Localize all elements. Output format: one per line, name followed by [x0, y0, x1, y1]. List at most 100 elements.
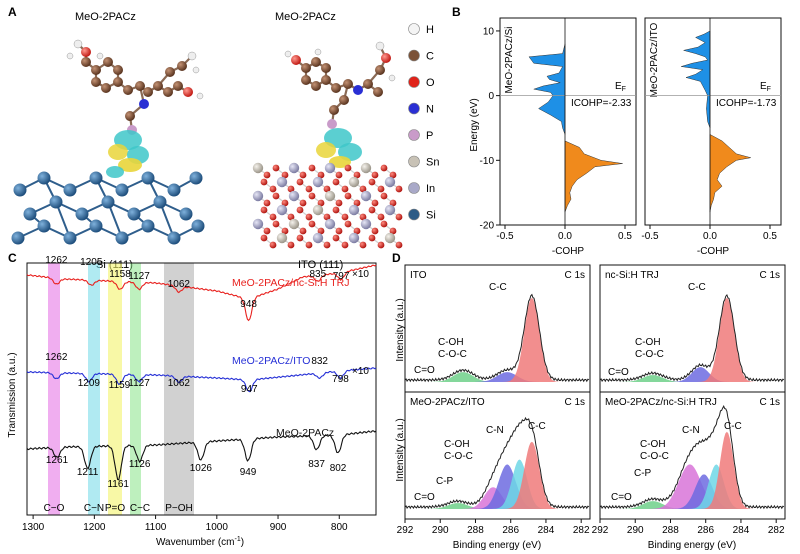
- legend-swatch: [408, 76, 420, 88]
- xps-component-label: C-C: [688, 282, 706, 293]
- xps-subplot-title: MeO-2PACz/ITO: [410, 397, 485, 408]
- xps-component-label: C-OH: [438, 337, 464, 348]
- ftir-series-name: MeO-2PACz: [276, 427, 334, 439]
- ftir-x-axis-label: Wavenumber (cm-1): [156, 536, 244, 548]
- panel-a: A MeO-2PACz MeO-2PACz: [8, 5, 439, 271]
- si-atom: [37, 219, 51, 233]
- si-atom: [23, 207, 37, 221]
- xps-component-label: C-O-C: [640, 451, 669, 462]
- ito-oxygen-atom: [323, 185, 331, 193]
- x-tick-label: 0.0: [558, 231, 572, 242]
- ito-metal-atom: [288, 218, 300, 230]
- si-atom: [63, 183, 77, 197]
- xps-core-level: C 1s: [759, 397, 780, 408]
- ftir-series-name: MeO-2PACz/nc-Si:H TRJ: [232, 277, 349, 289]
- ito-oxygen-atom: [395, 241, 403, 249]
- ftir-peak-label: 802: [330, 463, 347, 474]
- ito-oxygen-atom: [344, 220, 352, 228]
- ito-oxygen-atom: [305, 185, 313, 193]
- ito-oxygen-atom: [377, 241, 385, 249]
- ito-oxygen-atom: [332, 234, 340, 242]
- ftir-peak-label: 798: [332, 374, 349, 385]
- legend-label: Si: [426, 210, 436, 222]
- xps-component-label: C=O: [608, 367, 629, 378]
- xps-right-x-axis-label: Binding energy (eV): [648, 540, 736, 551]
- cohp-ito-label: MeO-2PACz/ITO: [649, 22, 660, 97]
- ito-metal-atom: [384, 204, 396, 216]
- ito-oxygen-atom: [323, 213, 331, 221]
- xps-component-peak: [475, 297, 589, 382]
- ftir-x-ticks: 1300 1200 1100 1000 900 800: [22, 515, 348, 533]
- ito-oxygen-atom: [296, 206, 304, 214]
- ftir-peak-label: 1158: [109, 269, 131, 280]
- cohp-ito-ef: EF: [760, 81, 771, 93]
- ito-oxygen-atom: [296, 178, 304, 186]
- xps-top-y-axis-label: Intensity (a.u.): [395, 298, 406, 361]
- band-label-c-o: C−O: [44, 503, 65, 514]
- si-atom: [63, 231, 77, 245]
- ito-oxygen-atom: [269, 213, 277, 221]
- xps-subplot: MeO-2PACz/ITO C 1s C-C C-N C-OHC-O-C C-PC=O: [401, 391, 591, 520]
- xps-component-peak: [644, 367, 757, 382]
- ito-oxygen-atom: [341, 241, 349, 249]
- ito-oxygen-atom: [287, 185, 295, 193]
- x-tick-label: 290: [432, 525, 449, 536]
- ito-oxygen-atom: [380, 220, 388, 228]
- x-tick-label: 0.5: [763, 231, 777, 242]
- legend-swatch: [408, 182, 420, 194]
- ito-metal-atom: [384, 232, 396, 244]
- ftir-peak-label: 1261: [46, 455, 69, 466]
- cohp-antibonding-region: [681, 30, 711, 129]
- ftir-scale-factor: ×10: [352, 366, 369, 377]
- si-atom: [127, 207, 141, 221]
- left-molecule-atoms: [66, 39, 204, 135]
- xps-component-label: C-OH: [635, 337, 661, 348]
- ito-oxygen-atom: [281, 199, 289, 207]
- y-tick-label: -10: [480, 156, 495, 167]
- si-atom: [101, 195, 115, 209]
- right-charge-density: [316, 128, 362, 168]
- ito-metal-atom: [312, 204, 324, 216]
- x-tick-label: 1000: [206, 522, 229, 533]
- ftir-peak-label: 1209: [78, 378, 101, 389]
- cohp-subplot-ito: MeO-2PACz/ITO ICOHP=-1.73 EF -0.5 0.0 0.5: [641, 17, 782, 242]
- xps-component-peak: [596, 501, 710, 509]
- x-tick-label: 290: [627, 525, 644, 536]
- xps-envelope: [599, 294, 785, 383]
- legend-label: N: [426, 104, 434, 116]
- xps-component-peak: [670, 431, 784, 509]
- ito-oxygen-atom: [395, 213, 403, 221]
- si-atom: [13, 183, 27, 197]
- ito-oxygen-atom: [299, 171, 307, 179]
- xps-envelope: [404, 416, 590, 510]
- xps-component-peak: [670, 297, 784, 382]
- xps-bottom-y-axis-label: Intensity (a.u.): [395, 418, 406, 481]
- ito-oxygen-atom: [389, 171, 397, 179]
- x-tick-label: 1200: [83, 522, 106, 533]
- x-tick-label: 800: [331, 522, 348, 533]
- si-atom: [179, 207, 193, 221]
- xps-frame: [599, 391, 786, 520]
- ftir-peak-label: 1161: [107, 479, 129, 490]
- ftir-peak-label: 1127: [128, 378, 150, 389]
- xps-component-label: C=O: [414, 365, 435, 376]
- ito-oxygen-atom: [368, 206, 376, 214]
- ito-oxygen-atom: [368, 234, 376, 242]
- ito-oxygen-atom: [368, 178, 376, 186]
- panel-b: B Energy (eV) 10 0 -10 -20 MeO-2PACz/Si ICO…: [452, 5, 782, 257]
- si-atom: [153, 195, 167, 209]
- xps-frame: [404, 391, 591, 520]
- x-tick-label: 282: [573, 525, 590, 536]
- xps-component-peak: [406, 372, 520, 382]
- ftir-spectrum-line: [26, 430, 377, 481]
- si-atoms: [11, 171, 205, 245]
- cohp-ito-icohp: ICOHP=-1.73: [716, 98, 777, 109]
- si-atom: [37, 171, 51, 185]
- si-atom: [115, 183, 129, 197]
- ftir-plot-frame: [26, 262, 377, 516]
- ito-metal-atom: [324, 218, 336, 230]
- ito-metal-atom: [288, 190, 300, 202]
- ftir-peak-label: 1062: [168, 378, 191, 389]
- xps-component-label: C-P: [634, 468, 652, 479]
- ito-oxygen-atom: [260, 234, 268, 242]
